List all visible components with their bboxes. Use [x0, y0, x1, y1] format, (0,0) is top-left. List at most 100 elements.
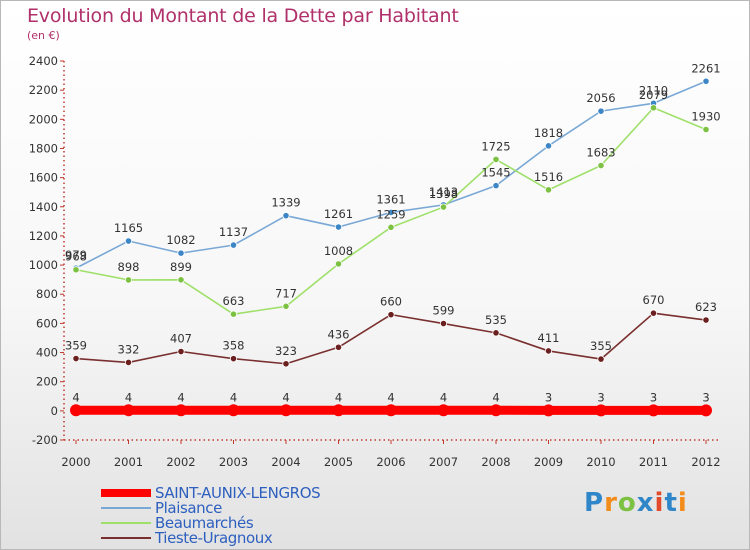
- data-point: [490, 404, 502, 417]
- data-point: [702, 316, 710, 324]
- data-label: 968: [65, 250, 87, 264]
- legend-label: SAINT-AUNIX-LENGROS: [155, 484, 321, 502]
- data-point: [437, 404, 450, 417]
- data-point: [334, 223, 343, 231]
- x-tick-label: 2006: [376, 455, 405, 469]
- y-tick-label: 0: [51, 404, 58, 418]
- data-label: 1930: [691, 110, 720, 124]
- logo-letter: i: [654, 488, 665, 518]
- data-label: 3: [597, 390, 604, 404]
- data-point: [72, 354, 80, 363]
- data-point: [439, 319, 448, 328]
- data-point: [177, 347, 185, 356]
- data-point: [229, 355, 238, 363]
- data-label: 1165: [114, 221, 143, 235]
- x-tick-label: 2010: [586, 455, 615, 469]
- data-point: [700, 404, 712, 417]
- legend-swatch: [101, 489, 151, 497]
- legend-label: Tieste-Uragnoux: [155, 529, 273, 547]
- y-tick-label: 2200: [29, 83, 58, 97]
- data-point: [597, 355, 605, 363]
- data-label: 355: [590, 339, 612, 353]
- data-point: [282, 360, 290, 368]
- y-tick-label: 1800: [29, 141, 58, 155]
- logo-letter: o: [617, 488, 637, 518]
- logo-letter: P: [584, 488, 605, 518]
- y-unit-label: (en €): [27, 29, 60, 42]
- data-label: 3: [545, 390, 552, 404]
- data-point: [387, 311, 395, 319]
- data-label: 3: [702, 390, 709, 404]
- data-point: [280, 404, 292, 417]
- data-label: 3: [650, 390, 657, 404]
- data-label: 4: [387, 390, 394, 404]
- y-tick-label: 600: [36, 316, 58, 330]
- proxiti-logo: Proxiti: [584, 488, 688, 518]
- data-label: 1261: [324, 207, 353, 221]
- y-tick-label: 1200: [29, 229, 58, 243]
- data-label: 1008: [324, 244, 353, 258]
- data-point: [177, 249, 185, 257]
- logo-letter: t: [664, 488, 678, 518]
- data-point: [124, 237, 133, 245]
- data-label: 4: [125, 390, 132, 404]
- x-tick-label: 2008: [481, 455, 510, 469]
- data-point: [72, 266, 80, 274]
- data-point: [597, 107, 605, 115]
- x-tick-label: 2003: [219, 455, 248, 469]
- data-label: 1398: [429, 187, 458, 201]
- data-label: 1413: [429, 185, 458, 199]
- data-point: [649, 309, 658, 317]
- y-tick-label: 800: [36, 287, 58, 301]
- data-label: 2261: [691, 61, 720, 75]
- data-point: [122, 404, 135, 417]
- data-point: [387, 223, 395, 231]
- data-point: [334, 343, 343, 351]
- data-label: 332: [118, 342, 140, 356]
- y-tick-label: 1400: [29, 200, 58, 214]
- data-label: 1259: [376, 207, 405, 221]
- data-label: 407: [170, 332, 192, 346]
- logo-letter: x: [636, 488, 655, 518]
- data-label: 4: [177, 390, 184, 404]
- data-point: [544, 347, 553, 355]
- data-label: 599: [433, 304, 455, 318]
- x-tick-label: 2012: [691, 455, 720, 469]
- axes: -200 0 200 400 600 800 1000 1200 1400 1600 1800 200…: [29, 54, 721, 469]
- y-tick-label: 1000: [29, 258, 58, 272]
- data-label: 623: [695, 300, 717, 314]
- x-tick-label: 2005: [324, 455, 353, 469]
- y-tick-label: 2000: [29, 112, 58, 126]
- data-label: 358: [223, 339, 245, 353]
- data-label: 660: [380, 295, 402, 309]
- data-label: 899: [170, 260, 192, 274]
- x-tick-label: 2011: [639, 455, 668, 469]
- series-layer: [70, 77, 712, 417]
- data-label: 4: [492, 390, 499, 404]
- data-point: [702, 77, 710, 85]
- data-point: [544, 142, 553, 150]
- data-point: [124, 276, 133, 284]
- logo-letter: r: [604, 488, 618, 518]
- legend-label: Beaumarchés: [155, 514, 254, 532]
- data-label: 1082: [166, 233, 195, 247]
- data-point: [492, 182, 500, 190]
- y-tick-label: 400: [36, 346, 58, 360]
- data-point: [332, 404, 345, 417]
- legend-swatch: [101, 537, 151, 539]
- data-point: [177, 276, 185, 284]
- data-label: 359: [65, 339, 87, 353]
- data-label: 1725: [481, 139, 510, 153]
- data-label: 1137: [219, 225, 248, 239]
- data-label: 1339: [271, 196, 300, 210]
- data-point: [229, 241, 238, 249]
- data-point: [647, 404, 660, 417]
- data-point: [702, 125, 710, 134]
- data-label: 411: [538, 331, 560, 345]
- legend-swatch: [101, 522, 151, 524]
- data-point: [385, 404, 397, 417]
- data-point: [124, 358, 133, 367]
- data-label: 1818: [534, 126, 563, 140]
